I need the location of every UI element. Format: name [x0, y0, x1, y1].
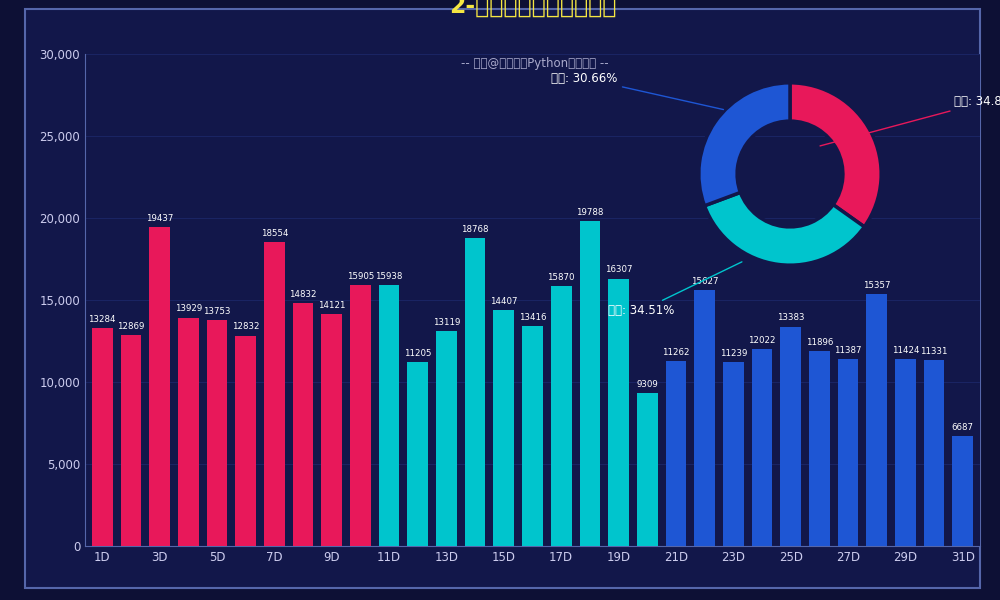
- Text: 13753: 13753: [203, 307, 231, 316]
- Text: 11387: 11387: [834, 346, 862, 355]
- Text: 11424: 11424: [892, 346, 919, 355]
- Title: 2-一月各天订单数量分布: 2-一月各天订单数量分布: [449, 0, 616, 17]
- Bar: [723, 362, 744, 546]
- Bar: [207, 320, 227, 546]
- Bar: [694, 290, 715, 546]
- Text: 15938: 15938: [375, 272, 403, 281]
- Text: 14407: 14407: [490, 296, 518, 305]
- Bar: [838, 359, 858, 546]
- Text: 6687: 6687: [952, 423, 974, 432]
- Bar: [436, 331, 457, 546]
- Text: 15905: 15905: [347, 272, 374, 281]
- Text: -- 制图@公众号：Python当打之年 --: -- 制图@公众号：Python当打之年 --: [461, 56, 609, 70]
- Bar: [924, 360, 944, 546]
- Bar: [866, 294, 887, 546]
- Bar: [637, 394, 658, 546]
- Bar: [752, 349, 772, 546]
- Text: 13383: 13383: [777, 313, 804, 322]
- Bar: [293, 303, 313, 546]
- Text: 18554: 18554: [261, 229, 288, 238]
- Text: 19788: 19788: [576, 208, 604, 217]
- Wedge shape: [790, 83, 881, 227]
- Bar: [465, 238, 485, 546]
- Bar: [321, 314, 342, 546]
- Bar: [407, 362, 428, 546]
- Text: 13929: 13929: [175, 304, 202, 313]
- Bar: [379, 284, 399, 546]
- Text: 12022: 12022: [748, 336, 776, 345]
- Text: 14121: 14121: [318, 301, 345, 310]
- Text: 15870: 15870: [547, 272, 575, 281]
- Text: 19437: 19437: [146, 214, 173, 223]
- Text: 13119: 13119: [433, 318, 460, 327]
- Text: 11262: 11262: [662, 348, 690, 357]
- Bar: [92, 328, 113, 546]
- Bar: [350, 285, 371, 546]
- Wedge shape: [699, 83, 790, 206]
- Text: 11239: 11239: [720, 349, 747, 358]
- Text: 下旬: 30.66%: 下旬: 30.66%: [551, 72, 723, 110]
- Bar: [608, 278, 629, 546]
- Bar: [264, 242, 285, 546]
- Text: 15357: 15357: [863, 281, 890, 290]
- Text: 中旬: 34.51%: 中旬: 34.51%: [608, 262, 742, 317]
- Text: 上旬: 34.83%: 上旬: 34.83%: [820, 95, 1000, 146]
- Bar: [551, 286, 572, 546]
- Text: 13284: 13284: [88, 315, 116, 324]
- Bar: [121, 335, 141, 546]
- Bar: [895, 359, 916, 546]
- Text: 16307: 16307: [605, 265, 632, 274]
- Text: 12869: 12869: [117, 322, 145, 331]
- Bar: [522, 326, 543, 546]
- Bar: [580, 221, 600, 546]
- Bar: [952, 436, 973, 546]
- Text: 14832: 14832: [289, 290, 317, 299]
- Text: 12832: 12832: [232, 322, 259, 331]
- Bar: [780, 326, 801, 546]
- Text: 18768: 18768: [461, 225, 489, 234]
- Text: 11331: 11331: [920, 347, 948, 356]
- Bar: [493, 310, 514, 546]
- Bar: [178, 317, 199, 546]
- Bar: [235, 335, 256, 546]
- Text: 11896: 11896: [806, 338, 833, 347]
- Text: 13416: 13416: [519, 313, 546, 322]
- Bar: [149, 227, 170, 546]
- Text: 11205: 11205: [404, 349, 432, 358]
- Bar: [809, 351, 830, 546]
- Text: 9309: 9309: [636, 380, 658, 389]
- Wedge shape: [705, 193, 864, 265]
- Bar: [666, 361, 686, 546]
- Text: 15627: 15627: [691, 277, 718, 286]
